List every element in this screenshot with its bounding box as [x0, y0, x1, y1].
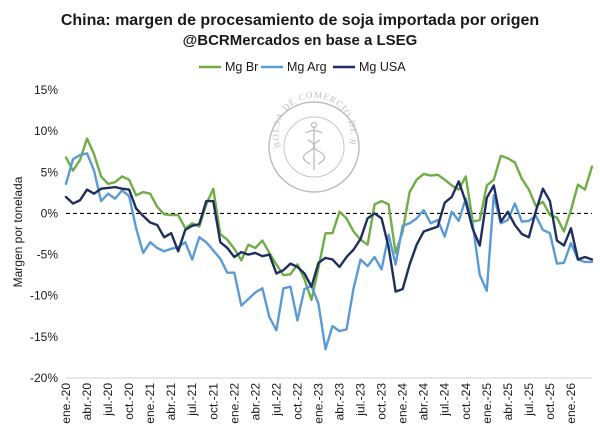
x-tick-label: abr.-20 — [80, 383, 94, 421]
x-tick-label: ene.-25 — [480, 383, 494, 424]
x-tick-label: oct.-21 — [206, 383, 220, 420]
x-tick-label: jul.-23 — [354, 383, 368, 417]
x-tick-label: oct.-24 — [459, 383, 473, 420]
plot-grid — [66, 212, 592, 379]
legend: Mg Br Mg Arg Mg USA — [199, 60, 406, 74]
y-tick-label: 0% — [41, 206, 59, 220]
y-tick-label: -5% — [37, 248, 59, 262]
legend-label-mg-br: Mg Br — [225, 60, 258, 74]
x-tick-label: jul.-22 — [269, 383, 283, 417]
x-tick-label: jul.-25 — [522, 383, 536, 417]
y-tick-label: 10% — [34, 124, 58, 138]
x-tick-label: abr.-23 — [333, 383, 347, 421]
x-tick-label: abr.-21 — [164, 383, 178, 421]
x-tick-label: oct.-23 — [375, 383, 389, 420]
x-tick-label: oct.-20 — [122, 383, 136, 420]
y-tick-label: -20% — [30, 371, 58, 385]
chart-subtitle: @BCRMercados en base a LSEG — [183, 32, 418, 49]
x-axis: ene.-20 abr.-20 jul.-20 oct.-20 ene.-21 abr.-… — [59, 383, 578, 424]
caduceus-icon — [302, 121, 326, 170]
y-tick-label: 5% — [41, 165, 59, 179]
x-tick-label: jul.-21 — [185, 383, 199, 417]
x-tick-label: abr.-22 — [248, 383, 262, 421]
y-tick-label: -15% — [30, 330, 58, 344]
x-tick-label: ene.-22 — [227, 383, 241, 424]
x-tick-label: jul.-20 — [101, 383, 115, 417]
x-tick-label: oct.-22 — [290, 383, 304, 420]
x-tick-label: ene.-24 — [396, 383, 410, 424]
y-tick-label: -10% — [30, 289, 58, 303]
series-layer — [64, 137, 594, 351]
x-tick-label: ene.-26 — [564, 383, 578, 424]
series-line-mg-br — [64, 137, 594, 302]
series-line-mg-usa — [64, 180, 594, 293]
y-axis: 15% 10% 5% 0% -5% -10% -15% -20% — [30, 83, 58, 385]
y-axis-label: Margen por tonelada — [11, 176, 25, 287]
y-tick-label: 15% — [34, 83, 58, 97]
x-tick-label: jul.-24 — [438, 383, 452, 417]
x-tick-label: abr.-25 — [501, 383, 515, 421]
x-tick-label: ene.-21 — [143, 383, 157, 424]
legend-label-mg-usa: Mg USA — [359, 60, 406, 74]
chart-title: China: margen de procesamiento de soja i… — [61, 12, 539, 29]
legend-label-mg-arg: Mg Arg — [287, 60, 327, 74]
x-tick-label: abr.-24 — [417, 383, 431, 421]
x-tick-label: ene.-20 — [59, 383, 73, 424]
x-tick-label: ene.-23 — [311, 383, 325, 424]
x-tick-label: oct.-25 — [543, 383, 557, 420]
series-line-mg-arg — [64, 152, 594, 351]
